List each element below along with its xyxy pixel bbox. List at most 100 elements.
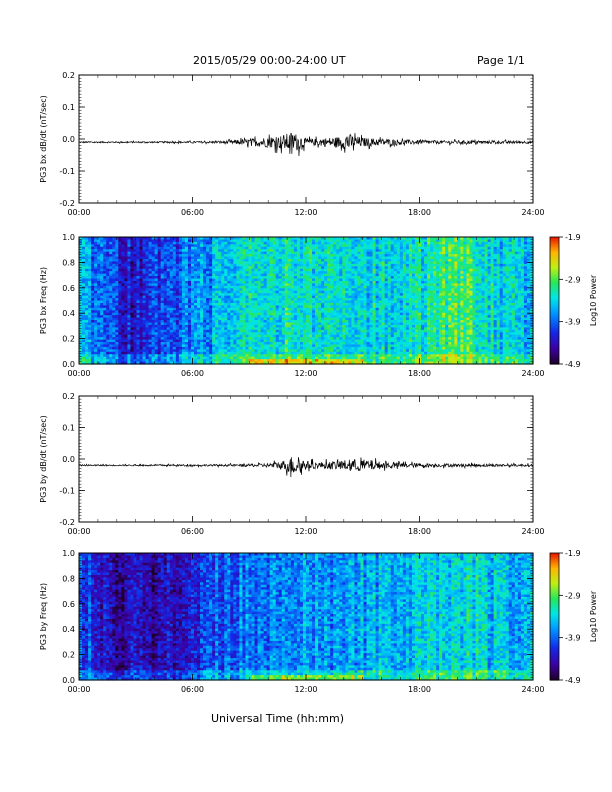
spectrogram-cell bbox=[302, 351, 307, 355]
spectrogram-cell bbox=[345, 273, 349, 277]
spectrogram-cell bbox=[309, 263, 313, 267]
spectrogram-cell bbox=[166, 290, 171, 294]
spectrogram-cell bbox=[139, 315, 144, 319]
spectrogram-cell bbox=[127, 285, 132, 289]
spectrogram-cell bbox=[121, 334, 125, 338]
spectrogram-cell bbox=[336, 280, 340, 284]
spectrogram-cell bbox=[139, 337, 144, 341]
spectrogram-cell bbox=[251, 288, 256, 292]
spectrogram-cell bbox=[263, 302, 268, 306]
spectrogram-cell bbox=[163, 320, 168, 324]
spectrogram-cell bbox=[203, 305, 207, 309]
spectrogram-cell bbox=[342, 258, 346, 263]
spectrogram-cell bbox=[184, 293, 189, 297]
spectrogram-cell bbox=[175, 290, 180, 294]
spectrogram-cell bbox=[321, 278, 325, 282]
spectrogram-cell bbox=[121, 322, 125, 326]
spectrogram-cell bbox=[103, 334, 107, 338]
spectrogram-cell bbox=[181, 293, 186, 297]
spectrogram-cell bbox=[342, 256, 346, 260]
spectrogram-cell bbox=[245, 266, 250, 270]
spectrogram-cell bbox=[215, 273, 219, 277]
spectrogram-cell bbox=[257, 278, 262, 282]
spectrogram-cell bbox=[318, 256, 322, 260]
spectrogram-cell bbox=[354, 288, 359, 292]
spectrogram-cell bbox=[251, 246, 256, 250]
spectrogram-cell bbox=[142, 334, 147, 338]
spectrogram-cell bbox=[88, 241, 92, 245]
spectrogram-cell bbox=[236, 280, 241, 284]
spectrogram-cell bbox=[351, 315, 356, 319]
spectrogram-cell bbox=[100, 271, 104, 275]
spectrogram-cell bbox=[139, 339, 144, 343]
spectrogram-cell bbox=[100, 302, 104, 306]
spectrogram-cell bbox=[112, 276, 116, 280]
spectrogram-cell bbox=[79, 298, 83, 302]
spectrogram-cell bbox=[127, 266, 132, 270]
spectrogram-cell bbox=[269, 359, 274, 363]
spectrogram-cell bbox=[224, 241, 228, 245]
spectrogram-cell bbox=[309, 249, 313, 253]
spectrogram-cell bbox=[230, 298, 234, 302]
spectrogram-cell bbox=[239, 244, 244, 248]
spectrogram-cell bbox=[103, 342, 107, 346]
spectrogram-cell bbox=[160, 293, 165, 297]
spectrogram-cell bbox=[354, 280, 359, 284]
spectrogram-cell bbox=[203, 268, 207, 272]
spectrogram-cell bbox=[109, 310, 113, 314]
spectrogram-cell bbox=[187, 315, 192, 319]
spectrogram-cell bbox=[333, 332, 337, 336]
spectrogram-cell bbox=[121, 324, 125, 328]
spectrogram-cell bbox=[127, 258, 132, 263]
spectrogram-cell bbox=[194, 302, 198, 306]
spectrogram-cell bbox=[354, 295, 359, 299]
spectrogram-cell bbox=[336, 322, 340, 326]
spectrogram-cell bbox=[200, 356, 204, 360]
spectrogram-cell bbox=[324, 254, 328, 258]
spectrogram-cell bbox=[230, 310, 234, 314]
spectrogram-cell bbox=[154, 288, 159, 292]
spectrogram-cell bbox=[197, 315, 201, 319]
spectrogram-cell bbox=[97, 342, 101, 346]
spectrogram-cell bbox=[178, 278, 183, 282]
spectrogram-cell bbox=[233, 312, 237, 316]
spectrogram-cell bbox=[145, 283, 150, 287]
spectrogram-cell bbox=[245, 298, 250, 302]
spectrogram-cell bbox=[151, 278, 156, 282]
spectrogram-cell bbox=[88, 312, 92, 316]
spectrogram-cell bbox=[318, 261, 322, 265]
spectrogram-cell bbox=[318, 290, 322, 294]
spectrogram-cell bbox=[293, 244, 298, 248]
spectrogram-cell bbox=[169, 298, 174, 302]
spectrogram-cell bbox=[187, 283, 192, 287]
spectrogram-cell bbox=[151, 342, 156, 346]
spectrogram-cell bbox=[336, 349, 340, 353]
spectrogram-cell bbox=[124, 356, 129, 360]
spectrogram-cell bbox=[284, 246, 289, 250]
spectrogram-cell bbox=[293, 268, 298, 272]
spectrogram-cell bbox=[339, 295, 343, 299]
spectrogram-cell bbox=[209, 244, 213, 248]
spectrogram-cell bbox=[82, 339, 86, 343]
spectrogram-cell bbox=[100, 322, 104, 326]
spectrogram-cell bbox=[160, 244, 165, 248]
spectrogram-cell bbox=[139, 356, 144, 360]
spectrogram-cell bbox=[272, 356, 277, 360]
spectrogram-cell bbox=[124, 312, 129, 316]
spectrogram-cell bbox=[336, 310, 340, 314]
spectrogram-cell bbox=[218, 288, 222, 292]
spectrogram-cell bbox=[136, 251, 141, 255]
spectrogram-cell bbox=[221, 293, 225, 297]
spectrogram-cell bbox=[163, 310, 168, 314]
spectrogram-cell bbox=[103, 254, 107, 258]
spectrogram-cell bbox=[221, 322, 225, 326]
spectrogram-cell bbox=[97, 334, 101, 338]
spectrogram-cell bbox=[309, 359, 313, 363]
spectrogram-cell bbox=[91, 322, 95, 326]
spectrogram-cell bbox=[281, 332, 286, 336]
spectrogram-cell bbox=[254, 302, 259, 306]
spectrogram-cell bbox=[306, 332, 310, 336]
spectrogram-cell bbox=[197, 285, 201, 289]
spectrogram-cell bbox=[263, 298, 268, 302]
spectrogram-cell bbox=[148, 266, 153, 270]
